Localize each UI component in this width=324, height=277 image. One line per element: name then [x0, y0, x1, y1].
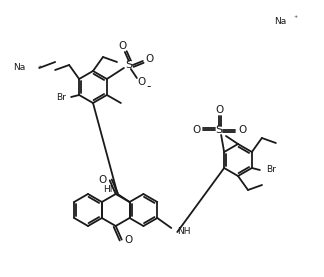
Text: O: O: [146, 54, 154, 64]
Text: HN: HN: [103, 186, 116, 194]
Text: O: O: [138, 77, 146, 87]
Text: ⁺: ⁺: [37, 64, 41, 73]
Text: O: O: [119, 41, 127, 51]
Text: ⁺: ⁺: [293, 14, 297, 22]
Text: Na: Na: [274, 17, 286, 27]
Text: Na: Na: [13, 63, 25, 73]
Text: O: O: [192, 125, 200, 135]
Text: S: S: [215, 125, 223, 135]
Text: O: O: [98, 175, 107, 185]
Text: -: -: [147, 80, 151, 93]
Text: Br: Br: [56, 93, 66, 101]
Text: S: S: [125, 60, 133, 70]
Text: O: O: [125, 235, 133, 245]
Text: Br: Br: [266, 165, 276, 175]
Text: O: O: [238, 125, 246, 135]
Text: O: O: [215, 105, 223, 115]
Text: NH: NH: [177, 227, 191, 237]
